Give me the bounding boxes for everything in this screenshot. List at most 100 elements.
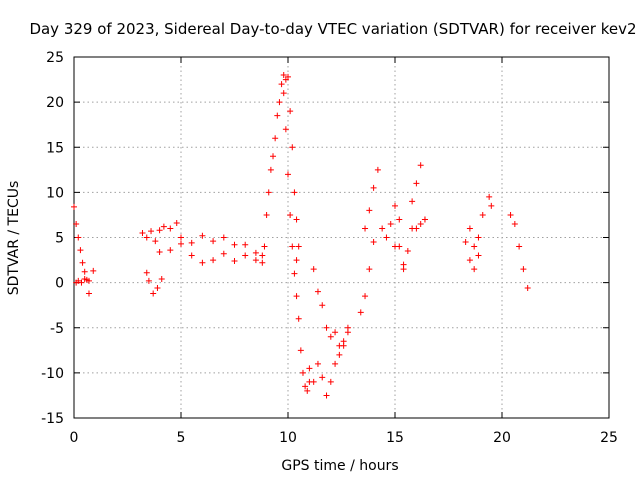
data-point <box>417 220 424 227</box>
data-segment <box>362 166 381 232</box>
y-tick-label: -5 <box>50 321 64 337</box>
data-series <box>71 72 531 399</box>
x-tick-label: 25 <box>600 430 618 446</box>
data-segment <box>143 269 165 297</box>
data-point <box>178 240 184 247</box>
data-point <box>357 309 364 316</box>
data-segment <box>396 225 416 268</box>
data-point <box>488 202 495 209</box>
data-point <box>392 202 398 209</box>
data-point <box>291 189 298 196</box>
y-tick-label: 0 <box>55 276 64 292</box>
data-point <box>156 248 163 255</box>
data-point <box>379 225 386 232</box>
data-point <box>71 203 77 210</box>
data-point <box>152 238 159 245</box>
y-tick-label: 15 <box>46 140 64 156</box>
data-point <box>242 241 249 248</box>
data-point <box>78 279 85 286</box>
data-point <box>259 252 266 259</box>
data-point <box>327 333 334 340</box>
data-point <box>287 108 294 115</box>
data-point <box>272 135 279 142</box>
data-point <box>475 234 482 241</box>
data-segment <box>310 266 330 331</box>
data-point <box>366 266 373 273</box>
data-segment <box>293 293 313 394</box>
data-point <box>282 126 289 133</box>
data-point <box>336 351 343 358</box>
data-point <box>370 184 377 191</box>
data-point <box>160 223 167 230</box>
data-point <box>150 290 157 297</box>
data-point <box>370 239 377 246</box>
data-point <box>145 277 152 284</box>
data-point <box>85 290 92 297</box>
data-point <box>383 234 390 241</box>
data-point <box>231 241 238 248</box>
data-point <box>332 329 339 336</box>
data-segment <box>139 220 266 259</box>
data-point <box>366 207 373 214</box>
data-point <box>323 392 330 399</box>
data-point <box>293 216 300 223</box>
y-tick-label: -10 <box>41 366 64 382</box>
data-point <box>462 239 469 246</box>
data-point <box>413 180 420 187</box>
data-point <box>143 269 150 276</box>
data-segment <box>71 203 92 297</box>
data-point <box>413 225 420 232</box>
data-point <box>511 220 518 227</box>
data-point <box>265 189 272 196</box>
data-point <box>178 234 184 241</box>
data-point <box>507 211 514 218</box>
data-point <box>400 261 407 268</box>
data-point <box>291 270 298 277</box>
data-point <box>475 252 482 259</box>
chart-title: Day 329 of 2023, Sidereal Day-to-day VTE… <box>29 20 636 38</box>
data-point <box>344 324 351 331</box>
y-tick-labels: -15 -10 -5 0 5 10 15 20 25 <box>41 50 64 427</box>
data-point <box>188 239 195 246</box>
data-point <box>304 387 311 394</box>
data-point <box>156 227 163 234</box>
data-point <box>396 216 403 223</box>
data-point <box>323 324 330 331</box>
data-point <box>220 234 227 241</box>
data-point <box>417 162 424 169</box>
data-point <box>479 211 486 218</box>
y-tick-label: 10 <box>46 185 64 201</box>
data-segment <box>280 90 302 277</box>
x-tick-label: 20 <box>493 430 511 446</box>
data-point <box>252 257 259 264</box>
data-point <box>297 347 304 354</box>
data-point <box>374 166 381 173</box>
data-point <box>306 365 313 372</box>
data-point <box>173 220 180 227</box>
data-point <box>79 259 86 266</box>
data-point <box>471 266 478 273</box>
data-point <box>310 378 317 385</box>
data-segment <box>357 239 377 316</box>
data-point <box>387 220 394 227</box>
data-point <box>319 374 326 381</box>
data-point <box>261 243 268 250</box>
data-point <box>289 243 296 250</box>
data-point <box>299 369 306 376</box>
data-segment <box>466 225 482 259</box>
data-point <box>287 211 294 218</box>
y-axis-label: SDTVAR / TECUs <box>6 181 22 296</box>
data-point <box>158 276 165 283</box>
data-segment <box>413 216 428 232</box>
data-point <box>139 229 146 236</box>
data-point <box>409 198 416 205</box>
data-segment <box>156 240 259 266</box>
data-segment <box>282 73 300 223</box>
data-point <box>242 252 249 259</box>
data-point <box>293 293 300 300</box>
data-point <box>280 90 287 97</box>
data-point <box>362 225 369 232</box>
data-point <box>280 72 287 79</box>
data-point <box>210 238 217 245</box>
data-point <box>295 315 302 322</box>
